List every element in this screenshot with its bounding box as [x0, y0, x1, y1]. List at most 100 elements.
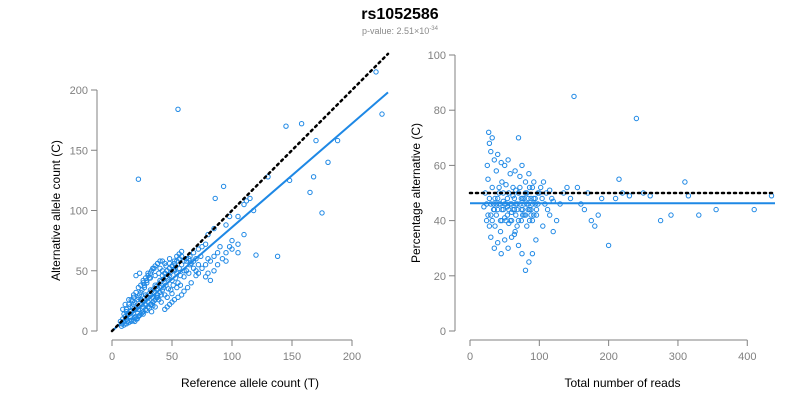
data-point	[505, 245, 511, 251]
data-point	[175, 294, 181, 300]
data-point	[379, 111, 385, 117]
data-point	[522, 267, 529, 273]
data-point	[195, 246, 202, 252]
data-point	[181, 288, 187, 294]
data-point	[122, 301, 128, 308]
data-point	[685, 193, 692, 199]
data-point	[508, 209, 515, 216]
data-point	[493, 212, 499, 218]
data-point	[158, 299, 164, 305]
data-point	[202, 274, 209, 280]
data-point	[489, 217, 495, 224]
data-point	[519, 162, 525, 169]
data-point	[164, 294, 170, 300]
data-point	[199, 244, 205, 250]
data-point	[657, 217, 664, 224]
data-point	[513, 212, 519, 218]
data-point	[120, 306, 126, 312]
data-point	[531, 195, 537, 202]
data-point	[511, 231, 518, 238]
data-point	[502, 215, 508, 221]
data-point	[544, 206, 551, 213]
data-point	[574, 184, 581, 191]
data-point	[147, 270, 154, 276]
data-point	[633, 115, 640, 122]
data-point	[177, 282, 184, 288]
data-point	[220, 183, 227, 190]
data-point	[171, 258, 178, 264]
data-point	[152, 304, 158, 310]
data-point	[140, 311, 146, 317]
data-point	[495, 151, 501, 158]
data-point	[505, 157, 511, 163]
data-point	[138, 282, 144, 288]
data-point	[313, 137, 319, 144]
data-point	[188, 280, 194, 286]
data-point	[504, 195, 511, 202]
percentage-alternative-scatter-panel: 0 100 200 300 400 0 20 40 60 80 100 Total number of…	[409, 50, 777, 390]
data-point	[229, 246, 235, 252]
data-point	[214, 262, 221, 268]
data-point	[486, 195, 493, 202]
data-point	[526, 206, 533, 213]
data-point	[498, 159, 504, 166]
data-point	[148, 288, 155, 294]
data-point	[169, 290, 175, 297]
data-point	[186, 270, 192, 276]
x-tick-label: 200	[343, 351, 361, 363]
data-point	[533, 206, 540, 213]
data-point	[529, 184, 536, 191]
x-axis-label: Reference allele count (T)	[181, 376, 319, 390]
data-point	[121, 311, 127, 317]
data-point	[157, 265, 163, 271]
data-point	[485, 212, 491, 218]
data-point	[310, 174, 317, 180]
data-point	[502, 237, 508, 243]
data-point	[491, 206, 497, 213]
data-point	[205, 231, 211, 238]
y-tick-label: 50	[76, 266, 88, 278]
data-point	[508, 234, 515, 240]
data-point	[518, 195, 524, 202]
data-point	[571, 93, 577, 100]
data-point	[528, 212, 534, 218]
data-point	[193, 256, 199, 262]
data-point	[211, 268, 217, 274]
data-point	[126, 301, 132, 308]
data-point	[175, 106, 181, 113]
data-point	[588, 217, 594, 224]
data-point	[493, 168, 499, 174]
data-point	[491, 245, 497, 251]
x-axis-label: Total number of reads	[564, 376, 680, 390]
data-point	[184, 284, 191, 291]
data-point	[207, 277, 214, 284]
data-point	[497, 228, 504, 235]
data-point	[298, 121, 305, 127]
data-point	[507, 217, 513, 224]
data-point	[162, 306, 168, 312]
y-tick-label: 100	[70, 206, 88, 218]
data-point	[514, 206, 520, 213]
data-point	[325, 159, 331, 166]
x-tick-label: 0	[109, 351, 115, 363]
data-point	[186, 256, 192, 262]
data-point	[538, 184, 544, 191]
data-point	[193, 272, 199, 279]
data-point	[481, 204, 487, 210]
data-point	[498, 251, 504, 257]
data-point	[485, 176, 491, 182]
data-point	[160, 276, 167, 282]
y-tick-label: 0	[82, 326, 88, 338]
data-point	[599, 195, 605, 202]
chart-title: rs1052586	[361, 6, 439, 23]
y-axis-label: Alternative allele count (C)	[49, 140, 63, 281]
data-point	[503, 182, 509, 188]
data-point	[202, 262, 209, 268]
data-point	[567, 195, 574, 202]
data-point	[512, 168, 518, 174]
data-point	[484, 162, 490, 169]
data-point	[515, 242, 522, 249]
data-point	[132, 299, 138, 305]
data-point	[502, 162, 508, 169]
data-point	[219, 256, 226, 262]
